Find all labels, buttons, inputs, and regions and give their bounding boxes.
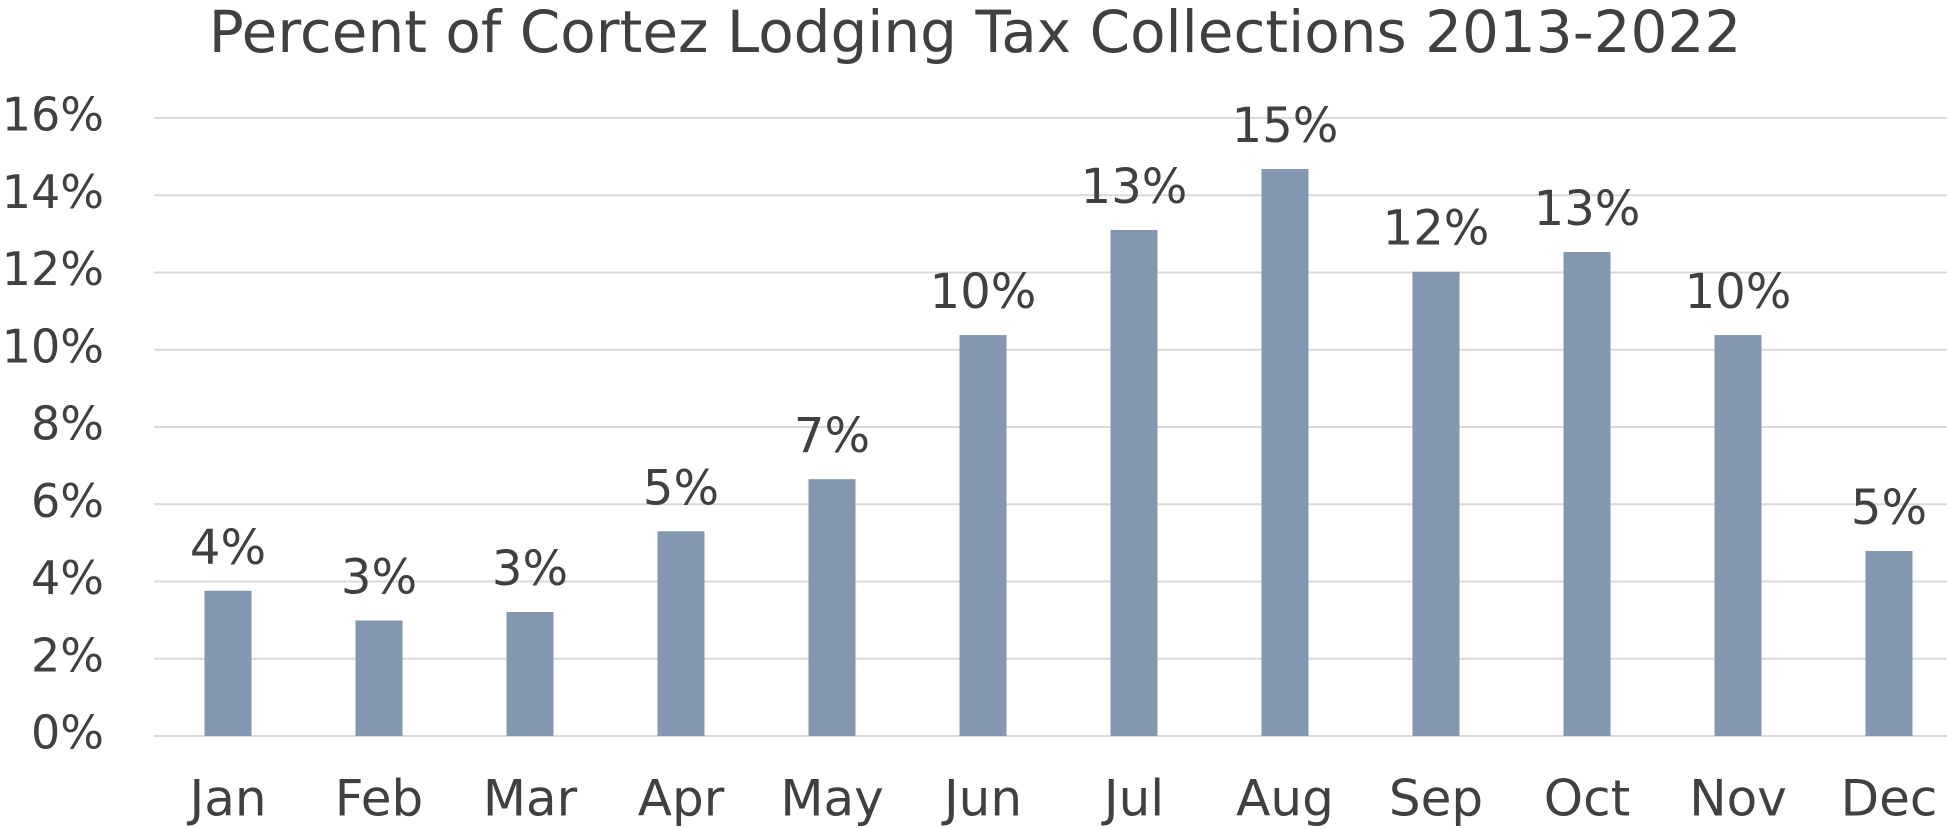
data-label: 5% [643, 460, 719, 516]
y-tick-label: 6% [31, 474, 104, 528]
bar [1563, 252, 1611, 736]
data-label: 7% [794, 408, 870, 464]
x-tick-label: Apr [638, 770, 725, 828]
bar [204, 590, 252, 736]
data-label: 10% [930, 264, 1037, 320]
bar [1412, 271, 1460, 736]
y-tick-label: 14% [2, 165, 104, 219]
data-label: 12% [1383, 201, 1490, 257]
bar [1261, 168, 1309, 737]
data-label: 10% [1685, 264, 1792, 320]
data-label: 3% [492, 541, 568, 597]
chart-title: Percent of Cortez Lodging Tax Collection… [209, 0, 1742, 66]
x-tick-label: Mar [483, 770, 578, 828]
y-tick-label: 12% [2, 242, 104, 296]
bar [1110, 230, 1158, 736]
bar [355, 620, 403, 736]
bar [959, 335, 1007, 736]
x-tick-label: Jun [941, 770, 1022, 828]
data-label: 4% [190, 520, 266, 576]
x-tick-label: May [780, 770, 883, 828]
x-tick-label: Sep [1389, 770, 1483, 828]
bar [506, 612, 554, 736]
x-tick-label: Aug [1236, 770, 1334, 828]
data-label: 13% [1534, 181, 1641, 237]
y-tick-label: 8% [31, 397, 104, 451]
x-tick-label: Jan [186, 770, 266, 828]
bar [808, 479, 856, 736]
data-label: 13% [1081, 159, 1188, 215]
x-tick-label: Oct [1544, 770, 1630, 828]
x-tick-label: Feb [335, 770, 424, 828]
data-label: 5% [1851, 480, 1927, 536]
y-tick-label: 4% [31, 551, 104, 605]
y-tick-label: 10% [2, 319, 104, 373]
data-label: 3% [341, 550, 417, 606]
x-tick-label: Dec [1841, 770, 1938, 828]
y-tick-label: 16% [2, 88, 104, 142]
x-tick-label: Nov [1689, 770, 1787, 828]
bar [1714, 335, 1762, 736]
y-tick-label: 2% [31, 628, 104, 682]
y-tick-label: 0% [31, 706, 104, 760]
bar [1865, 550, 1913, 736]
bar [657, 531, 705, 736]
x-tick-label: Jul [1101, 770, 1164, 828]
data-label: 15% [1232, 98, 1339, 154]
